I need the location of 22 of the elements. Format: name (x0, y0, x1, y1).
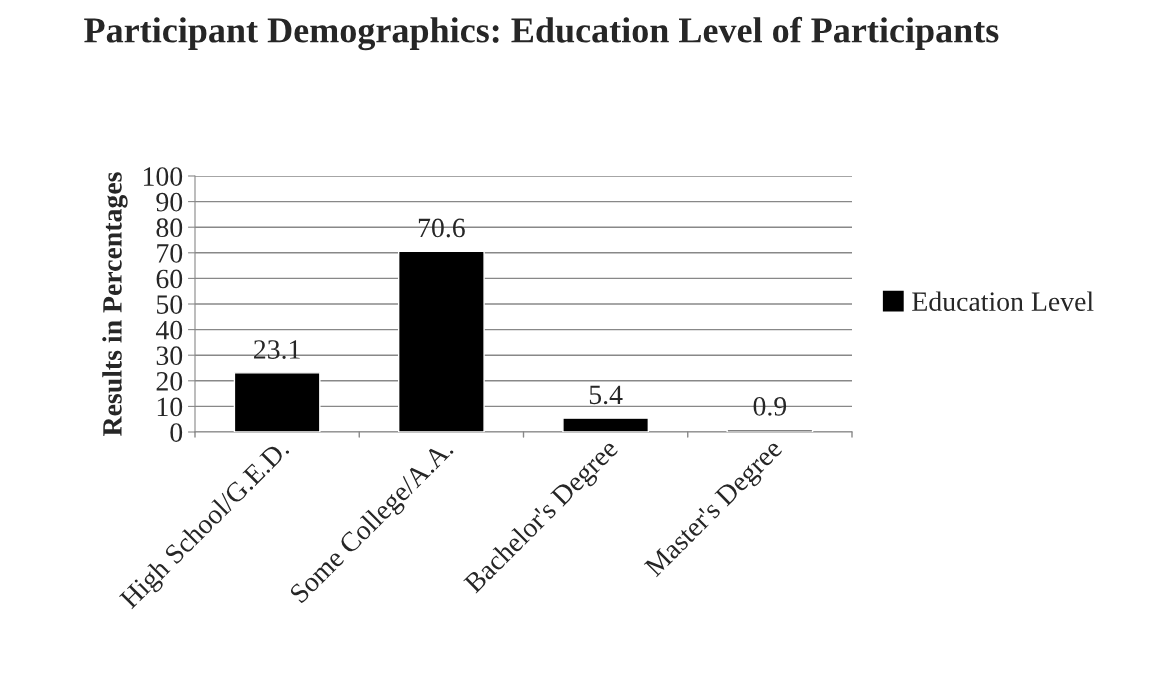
bar (233, 372, 321, 432)
y-tick-label: 30 (156, 346, 183, 366)
y-tick-label: 40 (155, 320, 183, 340)
y-tick-label: 70 (157, 243, 183, 263)
data-label: 23.1 (254, 340, 300, 360)
bar (726, 429, 814, 432)
y-tick-label: 20 (156, 371, 183, 391)
bar (397, 250, 485, 432)
y-axis-title: Results in Percentages (102, 172, 128, 436)
legend-label: Education Level (912, 291, 1094, 312)
y-tick-label: 60 (156, 269, 183, 289)
data-label: 5.4 (589, 385, 623, 405)
bar (562, 417, 650, 432)
y-tick-label: 50 (157, 295, 183, 314)
data-label: 70.6 (418, 218, 465, 238)
y-tick-label: 10 (157, 397, 183, 417)
y-tick-label: 80 (156, 218, 183, 238)
chart-title: Participant Demographics: Education Level of Participants (84, 16, 999, 51)
y-tick-label: 0 (170, 423, 183, 442)
data-label: 0.9 (753, 396, 787, 416)
y-tick-label: 100 (143, 167, 183, 186)
y-tick-label: 90 (156, 192, 183, 212)
